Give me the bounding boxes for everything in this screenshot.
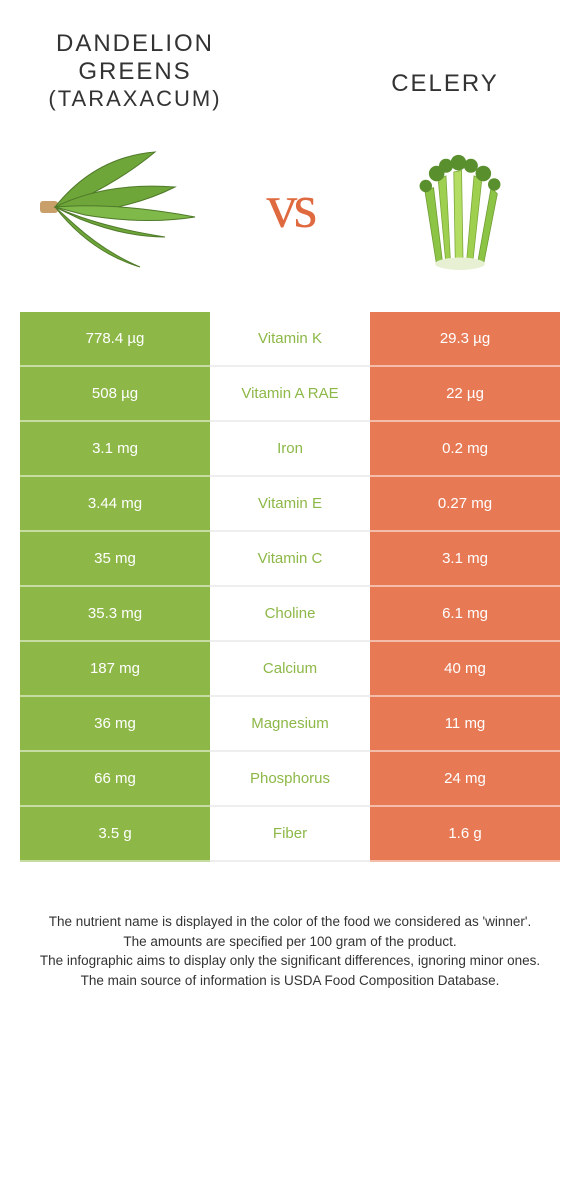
cell-left-value: 187 mg (20, 642, 210, 697)
vs-text: vs (266, 172, 313, 243)
cell-left-value: 66 mg (20, 752, 210, 807)
table-row: 3.5 gFiber1.6 g (20, 807, 560, 862)
cell-right-value: 0.27 mg (370, 477, 560, 532)
cell-left-value: 36 mg (20, 697, 210, 752)
table-row: 778.4 µgVitamin K29.3 µg (20, 312, 560, 367)
cell-left-value: 508 µg (20, 367, 210, 422)
cell-right-value: 24 mg (370, 752, 560, 807)
title-left-line1: Dandelion (20, 30, 250, 58)
table-row: 3.1 mgIron0.2 mg (20, 422, 560, 477)
table-row: 36 mgMagnesium11 mg (20, 697, 560, 752)
cell-nutrient-label: Calcium (210, 642, 370, 697)
table-row: 3.44 mgVitamin E0.27 mg (20, 477, 560, 532)
footnotes: The nutrient name is displayed in the co… (30, 912, 550, 990)
cell-nutrient-label: Vitamin K (210, 312, 370, 367)
cell-nutrient-label: Phosphorus (210, 752, 370, 807)
table-row: 35.3 mgCholine6.1 mg (20, 587, 560, 642)
cell-right-value: 0.2 mg (370, 422, 560, 477)
cell-left-value: 3.44 mg (20, 477, 210, 532)
title-left-line2: greens (20, 58, 250, 86)
title-right-line1: Celery (330, 70, 560, 98)
title-right: Celery (330, 30, 560, 98)
table-row: 66 mgPhosphorus24 mg (20, 752, 560, 807)
dandelion-greens-image (30, 127, 210, 287)
images-row: vs (0, 112, 580, 312)
cell-right-value: 29.3 µg (370, 312, 560, 367)
cell-right-value: 6.1 mg (370, 587, 560, 642)
cell-right-value: 1.6 g (370, 807, 560, 862)
cell-nutrient-label: Fiber (210, 807, 370, 862)
footnote-line: The infographic aims to display only the… (30, 951, 550, 971)
cell-nutrient-label: Vitamin A RAE (210, 367, 370, 422)
cell-nutrient-label: Magnesium (210, 697, 370, 752)
cell-right-value: 3.1 mg (370, 532, 560, 587)
celery-image (370, 127, 550, 287)
cell-right-value: 22 µg (370, 367, 560, 422)
cell-nutrient-label: Choline (210, 587, 370, 642)
nutrient-table: 778.4 µgVitamin K29.3 µg508 µgVitamin A … (20, 312, 560, 862)
cell-left-value: 778.4 µg (20, 312, 210, 367)
cell-left-value: 35.3 mg (20, 587, 210, 642)
cell-left-value: 35 mg (20, 532, 210, 587)
table-row: 35 mgVitamin C3.1 mg (20, 532, 560, 587)
title-left: Dandelion greens (Taraxacum) (20, 30, 250, 112)
cell-nutrient-label: Vitamin C (210, 532, 370, 587)
cell-right-value: 11 mg (370, 697, 560, 752)
cell-left-value: 3.5 g (20, 807, 210, 862)
title-left-line3: (Taraxacum) (20, 86, 250, 112)
cell-nutrient-label: Iron (210, 422, 370, 477)
footnote-line: The main source of information is USDA F… (30, 971, 550, 991)
table-row: 187 mgCalcium40 mg (20, 642, 560, 697)
table-row: 508 µgVitamin A RAE22 µg (20, 367, 560, 422)
cell-left-value: 3.1 mg (20, 422, 210, 477)
cell-right-value: 40 mg (370, 642, 560, 697)
cell-nutrient-label: Vitamin E (210, 477, 370, 532)
footnote-line: The nutrient name is displayed in the co… (30, 912, 550, 932)
header: Dandelion greens (Taraxacum) Celery (0, 0, 580, 112)
footnote-line: The amounts are specified per 100 gram o… (30, 932, 550, 952)
